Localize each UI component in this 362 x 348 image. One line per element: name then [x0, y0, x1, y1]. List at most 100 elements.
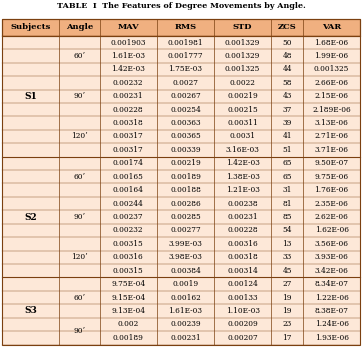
Text: 23: 23: [282, 321, 292, 329]
Bar: [2, 143, 360, 157]
Text: 0.00365: 0.00365: [170, 133, 201, 141]
Bar: [2, 63, 360, 76]
Text: 0.00267: 0.00267: [170, 92, 201, 100]
Text: 0.001329: 0.001329: [225, 52, 260, 60]
Bar: [2, 304, 360, 318]
Text: 0.00232: 0.00232: [113, 227, 143, 235]
Bar: [2, 130, 360, 143]
Text: 1.76E-06: 1.76E-06: [315, 186, 349, 194]
Text: 50: 50: [282, 39, 292, 47]
Text: 2.189E-06: 2.189E-06: [312, 106, 351, 114]
Text: 9.15E-04: 9.15E-04: [111, 294, 145, 302]
Text: 0.00209: 0.00209: [227, 321, 258, 329]
Text: 0.00285: 0.00285: [170, 213, 201, 221]
Text: 1.10E-03: 1.10E-03: [226, 307, 260, 315]
Text: 2.15E-06: 2.15E-06: [315, 92, 349, 100]
Bar: [2, 116, 360, 130]
Bar: [2, 170, 360, 183]
Text: 90ʼ: 90ʼ: [73, 213, 85, 221]
Text: 0.00165: 0.00165: [113, 173, 144, 181]
Text: TABLE  I  The Features of Degree Movements by Angle.: TABLE I The Features of Degree Movements…: [56, 2, 306, 10]
Text: 2.66E-06: 2.66E-06: [315, 79, 349, 87]
Text: 1.99E-06: 1.99E-06: [315, 52, 349, 60]
Text: 44: 44: [282, 65, 292, 73]
Bar: [2, 331, 360, 345]
Text: 2.62E-06: 2.62E-06: [315, 213, 349, 221]
Text: 0.00188: 0.00188: [170, 186, 201, 194]
Text: 9.13E-04: 9.13E-04: [111, 307, 145, 315]
Bar: [2, 251, 360, 264]
Text: 41: 41: [282, 133, 292, 141]
Bar: [2, 197, 360, 210]
Text: 0.00315: 0.00315: [113, 267, 144, 275]
Text: MAV: MAV: [117, 24, 139, 31]
Text: 0.0031: 0.0031: [230, 133, 256, 141]
Text: 48: 48: [282, 52, 292, 60]
Text: 0.00238: 0.00238: [227, 200, 258, 208]
Text: 33: 33: [282, 253, 292, 261]
Text: 0.00228: 0.00228: [113, 106, 144, 114]
Text: 0.00231: 0.00231: [113, 92, 144, 100]
Text: 0.00162: 0.00162: [170, 294, 201, 302]
Text: 1.68E-06: 1.68E-06: [315, 39, 349, 47]
Text: 0.0022: 0.0022: [230, 79, 256, 87]
Text: 0.001777: 0.001777: [168, 52, 203, 60]
Text: 1.24E-06: 1.24E-06: [315, 321, 349, 329]
Text: ZCS: ZCS: [278, 24, 296, 31]
Text: 8.34E-07: 8.34E-07: [315, 280, 349, 288]
Text: 0.002: 0.002: [118, 321, 139, 329]
Text: 9.75E-04: 9.75E-04: [111, 280, 145, 288]
Text: 1.61E-03: 1.61E-03: [111, 52, 145, 60]
Text: 8.38E-07: 8.38E-07: [315, 307, 349, 315]
Bar: [2, 76, 360, 89]
Text: 2.71E-06: 2.71E-06: [315, 133, 349, 141]
Text: 1.75E-03: 1.75E-03: [168, 65, 202, 73]
Text: Angle: Angle: [66, 24, 93, 31]
Text: 0.00363: 0.00363: [170, 119, 201, 127]
Text: 1.21E-03: 1.21E-03: [226, 186, 260, 194]
Bar: [2, 103, 360, 116]
Text: 0.00164: 0.00164: [113, 186, 144, 194]
Text: 60ʼ: 60ʼ: [73, 52, 85, 60]
Text: 0.00318: 0.00318: [113, 119, 144, 127]
Text: S1: S1: [24, 92, 37, 101]
Text: 0.00317: 0.00317: [113, 146, 144, 154]
Text: 1.42E-03: 1.42E-03: [226, 159, 260, 167]
Text: 1.38E-03: 1.38E-03: [226, 173, 260, 181]
Text: 1.22E-06: 1.22E-06: [315, 294, 349, 302]
Text: 0.00277: 0.00277: [170, 227, 201, 235]
Text: 19: 19: [282, 307, 292, 315]
Text: RMS: RMS: [174, 24, 197, 31]
Bar: [2, 183, 360, 197]
Text: 45: 45: [282, 267, 292, 275]
Text: 3.56E-06: 3.56E-06: [315, 240, 349, 248]
Text: 85: 85: [282, 213, 292, 221]
Text: S3: S3: [24, 307, 37, 316]
Text: 0.0027: 0.0027: [172, 79, 198, 87]
Text: 1.93E-06: 1.93E-06: [315, 334, 349, 342]
Text: 90ʼ: 90ʼ: [73, 92, 85, 100]
Text: 27: 27: [282, 280, 292, 288]
Text: 0.00237: 0.00237: [113, 213, 144, 221]
Text: 39: 39: [282, 119, 292, 127]
Text: 37: 37: [282, 106, 292, 114]
Text: 0.00315: 0.00315: [113, 240, 144, 248]
Text: 54: 54: [282, 227, 292, 235]
Text: 0.00317: 0.00317: [113, 133, 144, 141]
Text: 81: 81: [282, 200, 292, 208]
Text: 1.62E-06: 1.62E-06: [315, 227, 349, 235]
Text: 43: 43: [282, 92, 292, 100]
Text: VAR: VAR: [322, 24, 341, 31]
Text: 60ʼ: 60ʼ: [73, 294, 85, 302]
Text: 0.00231: 0.00231: [227, 213, 258, 221]
Text: 9.75E-06: 9.75E-06: [315, 173, 349, 181]
Text: 0.00239: 0.00239: [170, 321, 201, 329]
Text: 0.00219: 0.00219: [227, 92, 258, 100]
Bar: [2, 36, 360, 49]
Text: 0.00215: 0.00215: [227, 106, 258, 114]
Text: 0.00254: 0.00254: [170, 106, 201, 114]
Text: 0.0019: 0.0019: [172, 280, 198, 288]
Text: 120ʼ: 120ʼ: [71, 133, 88, 141]
Text: 3.71E-06: 3.71E-06: [315, 146, 349, 154]
Bar: [2, 89, 360, 103]
